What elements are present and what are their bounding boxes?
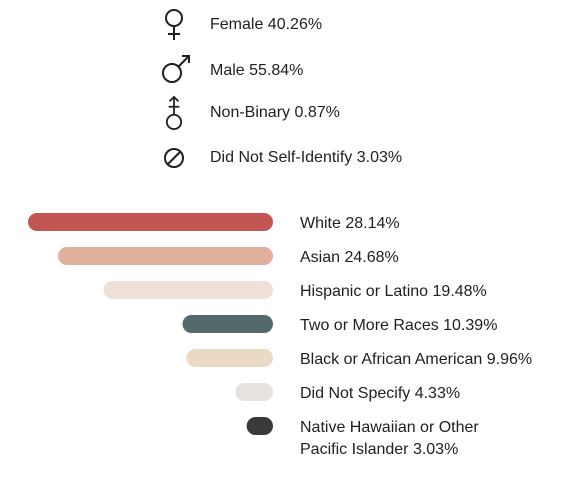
gender-label: Did Not Self-Identify 3.03% xyxy=(210,149,403,166)
gender-item-male: Male 55.84% xyxy=(0,54,584,88)
race-bar xyxy=(235,383,273,401)
race-label: Asian 24.68% xyxy=(300,249,399,266)
not-self-identify-icon xyxy=(156,141,192,175)
gender-item-non-binary: Non-Binary 0.87% xyxy=(0,95,584,130)
race-bar xyxy=(28,213,273,231)
non-binary-icon xyxy=(156,95,192,130)
gender-label: Male 55.84% xyxy=(210,62,304,79)
male-icon xyxy=(156,54,192,88)
race-label: Two or More Races 10.39% xyxy=(300,317,497,334)
race-label: Pacific Islander 3.03% xyxy=(300,441,458,458)
race-label: Native Hawaiian or Other xyxy=(300,419,479,436)
female-icon xyxy=(156,8,192,42)
race-bar xyxy=(58,247,273,265)
race-bar xyxy=(103,281,274,299)
gender-item-female: Female 40.26% xyxy=(0,8,584,42)
race-label: White 28.14% xyxy=(300,215,400,232)
race-bar xyxy=(182,315,273,333)
gender-label: Non-Binary 0.87% xyxy=(210,104,340,121)
race-label: Black or African American 9.96% xyxy=(300,351,532,368)
gender-item-not-self-identify: Did Not Self-Identify 3.03% xyxy=(0,141,584,175)
gender-label: Female 40.26% xyxy=(210,16,323,33)
race-label: Did Not Specify 4.33% xyxy=(300,385,460,402)
race-label: Hispanic or Latino 19.48% xyxy=(300,283,487,300)
race-bar xyxy=(186,349,273,367)
race-bar xyxy=(246,417,273,435)
